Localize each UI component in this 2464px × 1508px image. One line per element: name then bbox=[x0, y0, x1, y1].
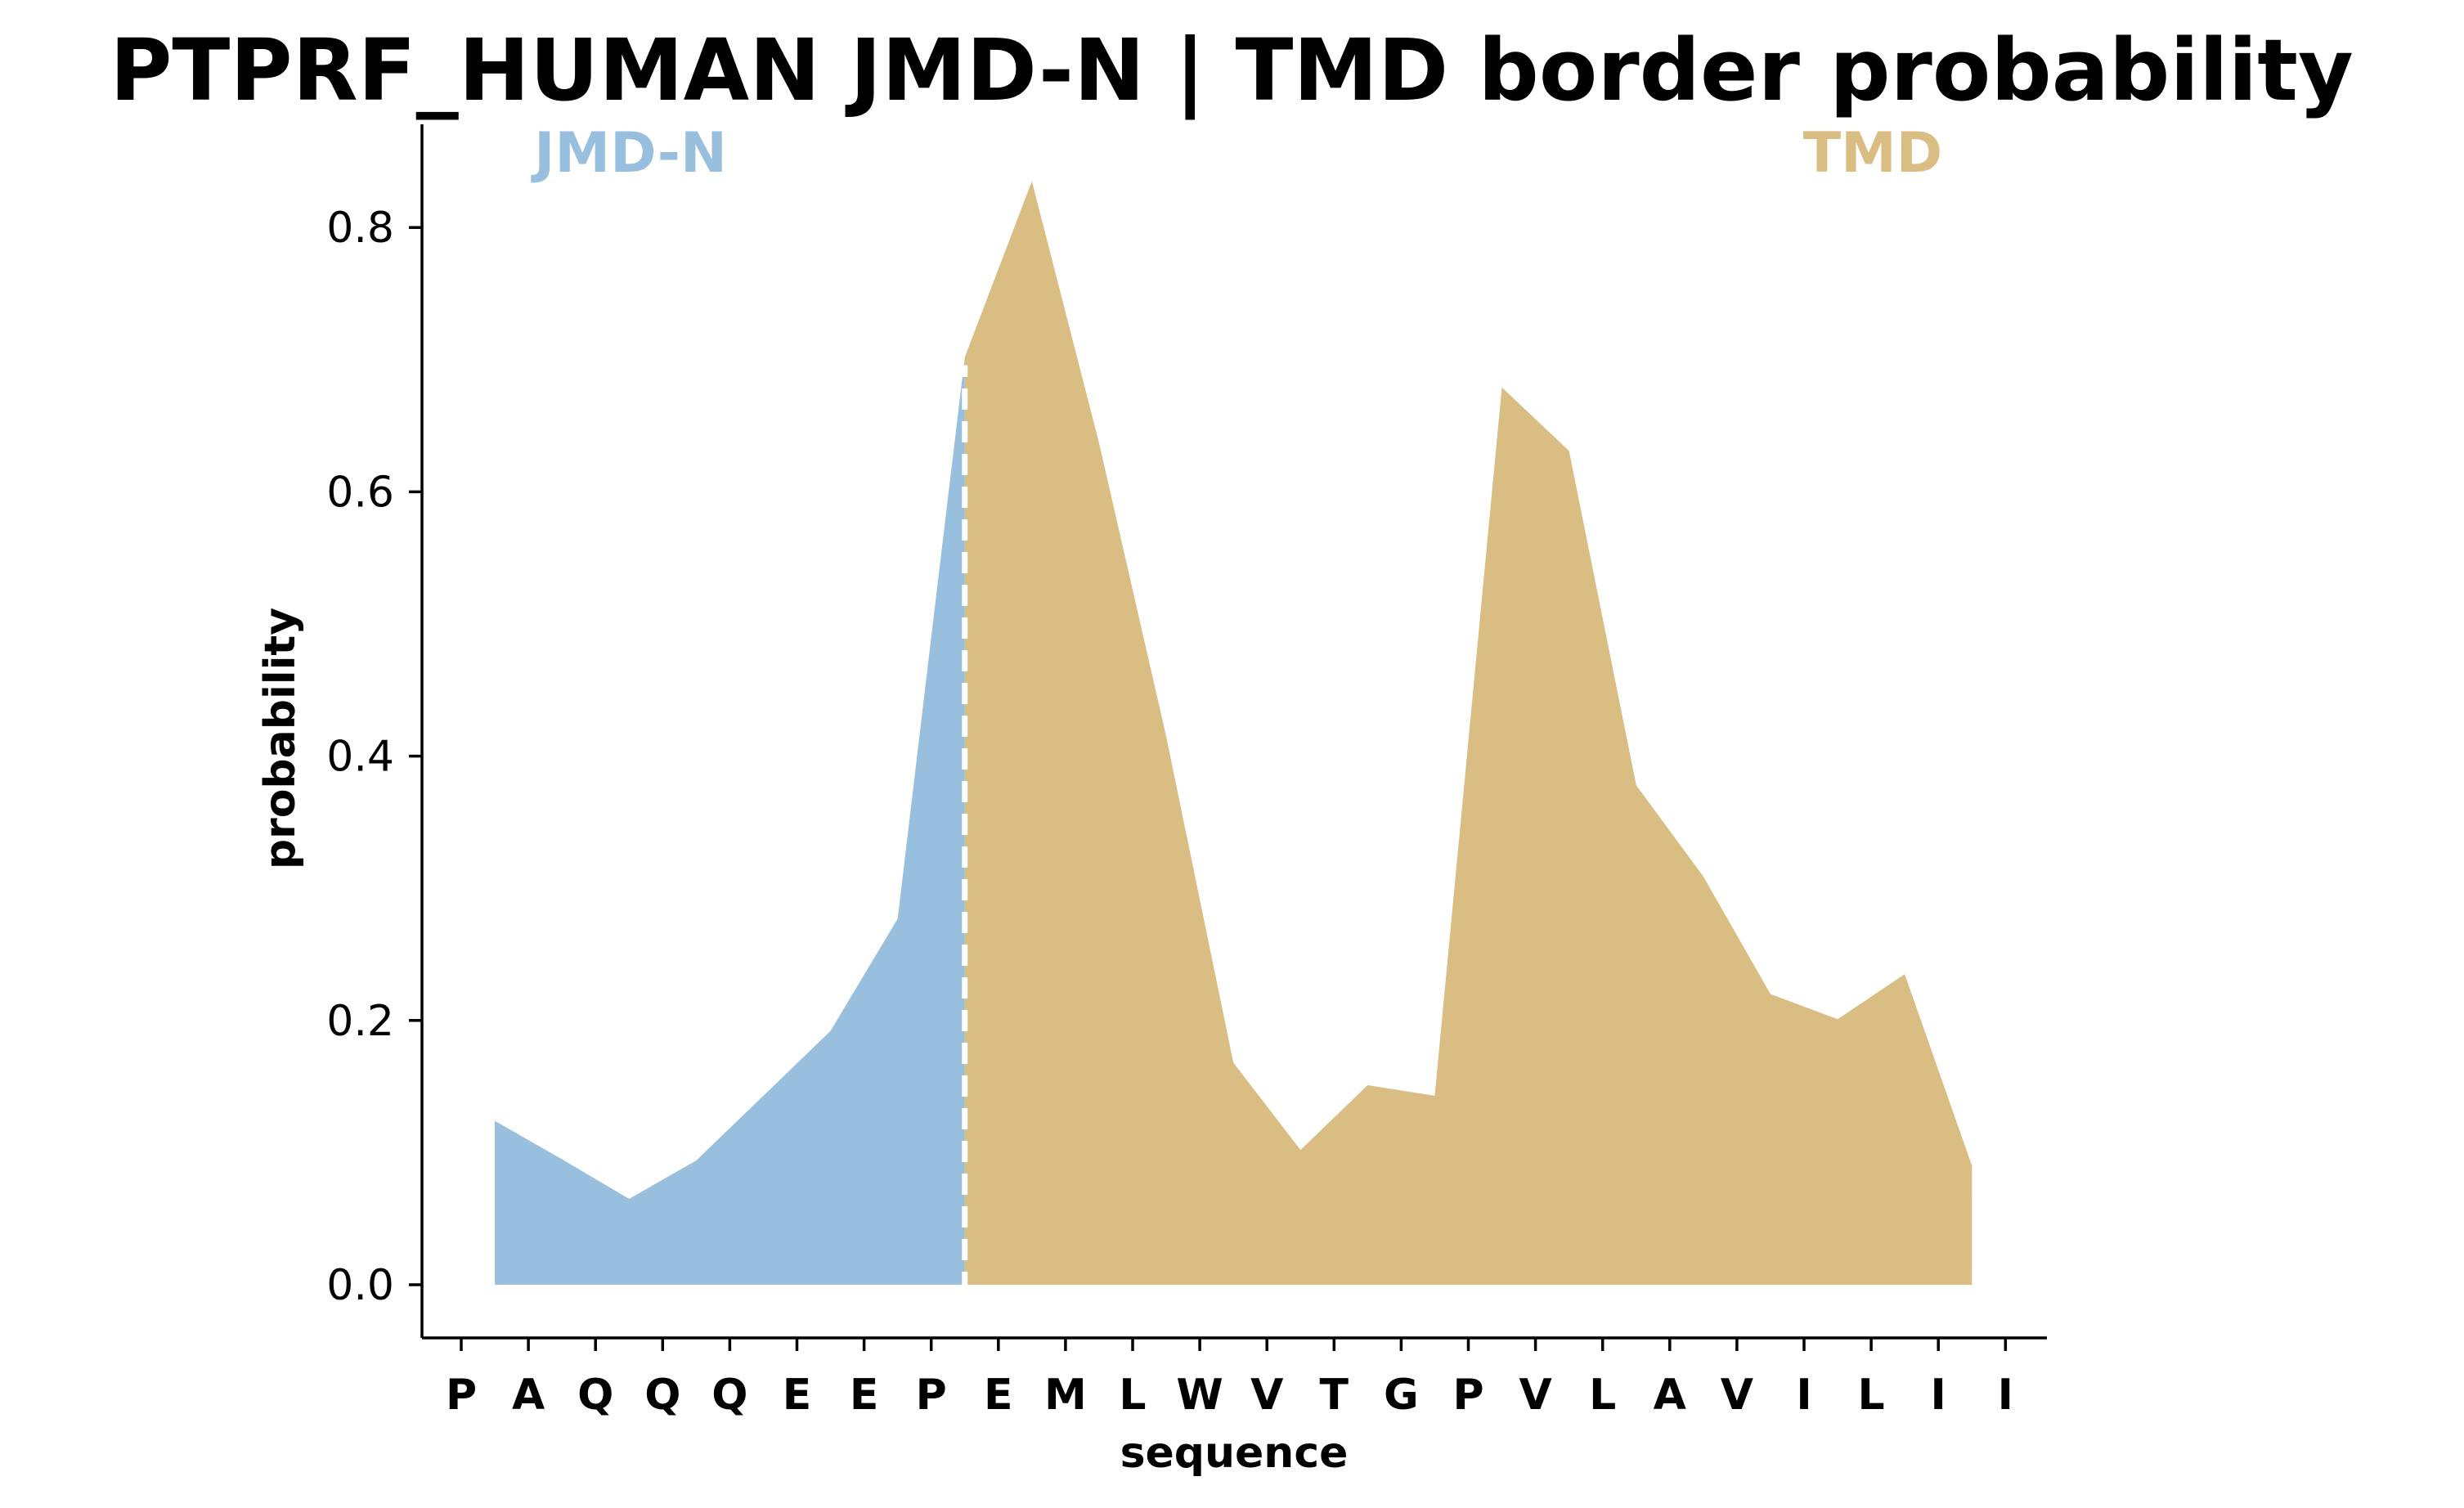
x-tick-label: G bbox=[1384, 1371, 1419, 1420]
x-tick-label: L bbox=[1589, 1371, 1616, 1420]
y-tick-label: 0.8 bbox=[326, 204, 394, 253]
x-tick-label: V bbox=[1250, 1371, 1283, 1420]
y-tick-label: 0.4 bbox=[326, 733, 394, 782]
x-tick-label: M bbox=[1044, 1371, 1087, 1420]
x-tick-label: W bbox=[1176, 1371, 1223, 1420]
area-jmd-n bbox=[495, 357, 965, 1286]
y-ticks: 0.0 0.2 0.4 0.6 0.8 bbox=[326, 204, 422, 1310]
x-tick-label: T bbox=[1320, 1371, 1349, 1420]
x-tick-label: Q bbox=[577, 1371, 613, 1420]
x-tick-label: I bbox=[1796, 1371, 1811, 1420]
y-tick-label: 0.6 bbox=[326, 468, 394, 517]
x-tick-label: V bbox=[1721, 1371, 1753, 1420]
x-tick-label: I bbox=[1998, 1371, 2013, 1420]
y-axis-label: probability bbox=[256, 608, 305, 869]
x-tick-label: V bbox=[1519, 1371, 1551, 1420]
x-tick-label: L bbox=[1858, 1371, 1885, 1420]
x-tick-label: A bbox=[512, 1371, 545, 1420]
x-tick-label: E bbox=[984, 1371, 1013, 1420]
region-label-jmd-n: JMD-N bbox=[531, 121, 727, 186]
x-axis-label: sequence bbox=[1120, 1429, 1349, 1478]
x-tick-label: A bbox=[1654, 1371, 1686, 1420]
x-tick-label: Q bbox=[711, 1371, 747, 1420]
y-tick-label: 0.2 bbox=[326, 997, 394, 1046]
plot-areas bbox=[495, 181, 1973, 1286]
x-tick-label: Q bbox=[644, 1371, 680, 1420]
x-tick-label: I bbox=[1931, 1371, 1946, 1420]
y-tick-label: 0.0 bbox=[326, 1261, 394, 1310]
x-tick-label: E bbox=[783, 1371, 812, 1420]
x-tick-label: P bbox=[916, 1371, 947, 1420]
region-label-tmd: TMD bbox=[1803, 121, 1943, 186]
x-tick-label: P bbox=[446, 1371, 477, 1420]
area-tmd bbox=[964, 181, 1973, 1286]
x-tick-label: E bbox=[850, 1371, 879, 1420]
x-tick-label: L bbox=[1119, 1371, 1146, 1420]
chart-title: PTPRF_HUMAN JMD-N | TMD border probabili… bbox=[110, 20, 2354, 120]
x-tick-label: P bbox=[1452, 1371, 1483, 1420]
region-labels: JMD-N TMD bbox=[531, 121, 1942, 186]
